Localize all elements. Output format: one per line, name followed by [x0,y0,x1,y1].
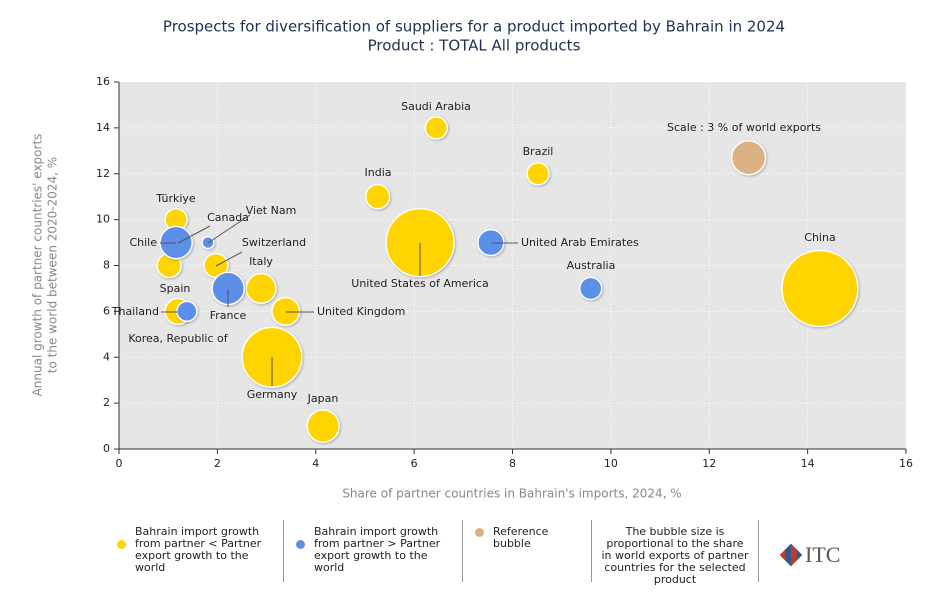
x-tick-label: 0 [116,457,123,470]
point-label: Brazil [523,145,554,158]
legend-marker [475,528,484,537]
y-tick-label: 16 [96,75,110,88]
point-label: Japan [307,392,339,405]
point-label: United Arab Emirates [521,236,639,249]
x-tick-label: 10 [604,457,618,470]
y-tick-label: 12 [96,167,110,180]
x-tick-label: 12 [702,457,716,470]
point-label: France [210,309,247,322]
point-label: China [804,231,835,244]
point-label: Spain [160,282,191,295]
point-label: United States of America [351,277,488,290]
leader-line [215,251,243,267]
point-label: India [365,166,392,179]
y-axis-title: to the world between 2020-2024, % [46,157,60,373]
bubble [306,409,341,443]
bubble [364,183,391,210]
note-text: The bubble size is proportional to the s… [601,525,749,586]
legend-marker [296,540,305,549]
point-label: Türkiye [155,192,196,205]
y-tick-label: 14 [96,121,110,134]
chart-title: Prospects for diversification of supplie… [163,18,785,36]
legend-text: Bahrain import growth from partner > Par… [314,525,441,574]
point-label: Australia [567,259,616,272]
bubble [176,300,198,323]
point-label: Germany [247,388,298,401]
bubble [245,272,277,305]
point-label: Switzerland [242,236,306,249]
x-tick-label: 6 [411,457,418,470]
bubble [385,207,455,278]
y-tick-label: 2 [103,396,110,409]
bubble [424,116,449,140]
x-tick-label: 2 [214,457,221,470]
legend-item: Reference bubble [463,520,592,582]
legend-note: The bubble size is proportional to the s… [592,520,759,586]
logo-icon [779,543,803,567]
bubble [578,276,603,301]
point-label: United Kingdom [317,305,405,318]
point-label: Canada [207,211,249,224]
legend-text: Bahrain import growth from partner < Par… [135,525,262,574]
legend-item: Bahrain import growth from partner > Par… [284,520,463,582]
y-tick-label: 0 [103,442,110,455]
point-label: Italy [249,255,273,268]
y-axis-title: Annual growth of partner countries' expo… [31,134,45,397]
bubble [159,225,193,260]
x-tick-label: 14 [801,457,815,470]
point-label: Viet Nam [246,204,297,217]
x-tick-label: 4 [312,457,319,470]
point-label: Chile [129,236,157,249]
y-tick-label: 4 [103,350,110,363]
bubble [526,161,550,186]
x-tick-label: 16 [899,457,913,470]
logo: ITC [759,520,840,582]
y-tick-label: 6 [103,304,110,317]
leader-line [207,214,251,244]
logo-text: ITC [805,542,841,567]
leader-line [177,225,211,244]
point-label: Korea, Republic of [128,332,228,345]
bubble [781,249,859,328]
point-label: Thailand [111,305,159,318]
y-tick-label: 8 [103,259,110,272]
legend: Bahrain import growth from partner < Par… [105,520,845,586]
chart-subtitle: Product : TOTAL All products [368,37,581,55]
point-label: Scale : 3 % of world exports [667,121,821,134]
y-tick-label: 10 [96,213,110,226]
point-label: Saudi Arabia [401,100,471,113]
bubble [271,296,301,327]
legend-marker [117,540,126,549]
legend-item: Bahrain import growth from partner < Par… [105,520,284,582]
bubble [730,139,767,176]
x-axis-title: Share of partner countries in Bahrain's … [342,487,681,501]
x-tick-label: 8 [509,457,516,470]
legend-text: Reference bubble [493,525,549,550]
